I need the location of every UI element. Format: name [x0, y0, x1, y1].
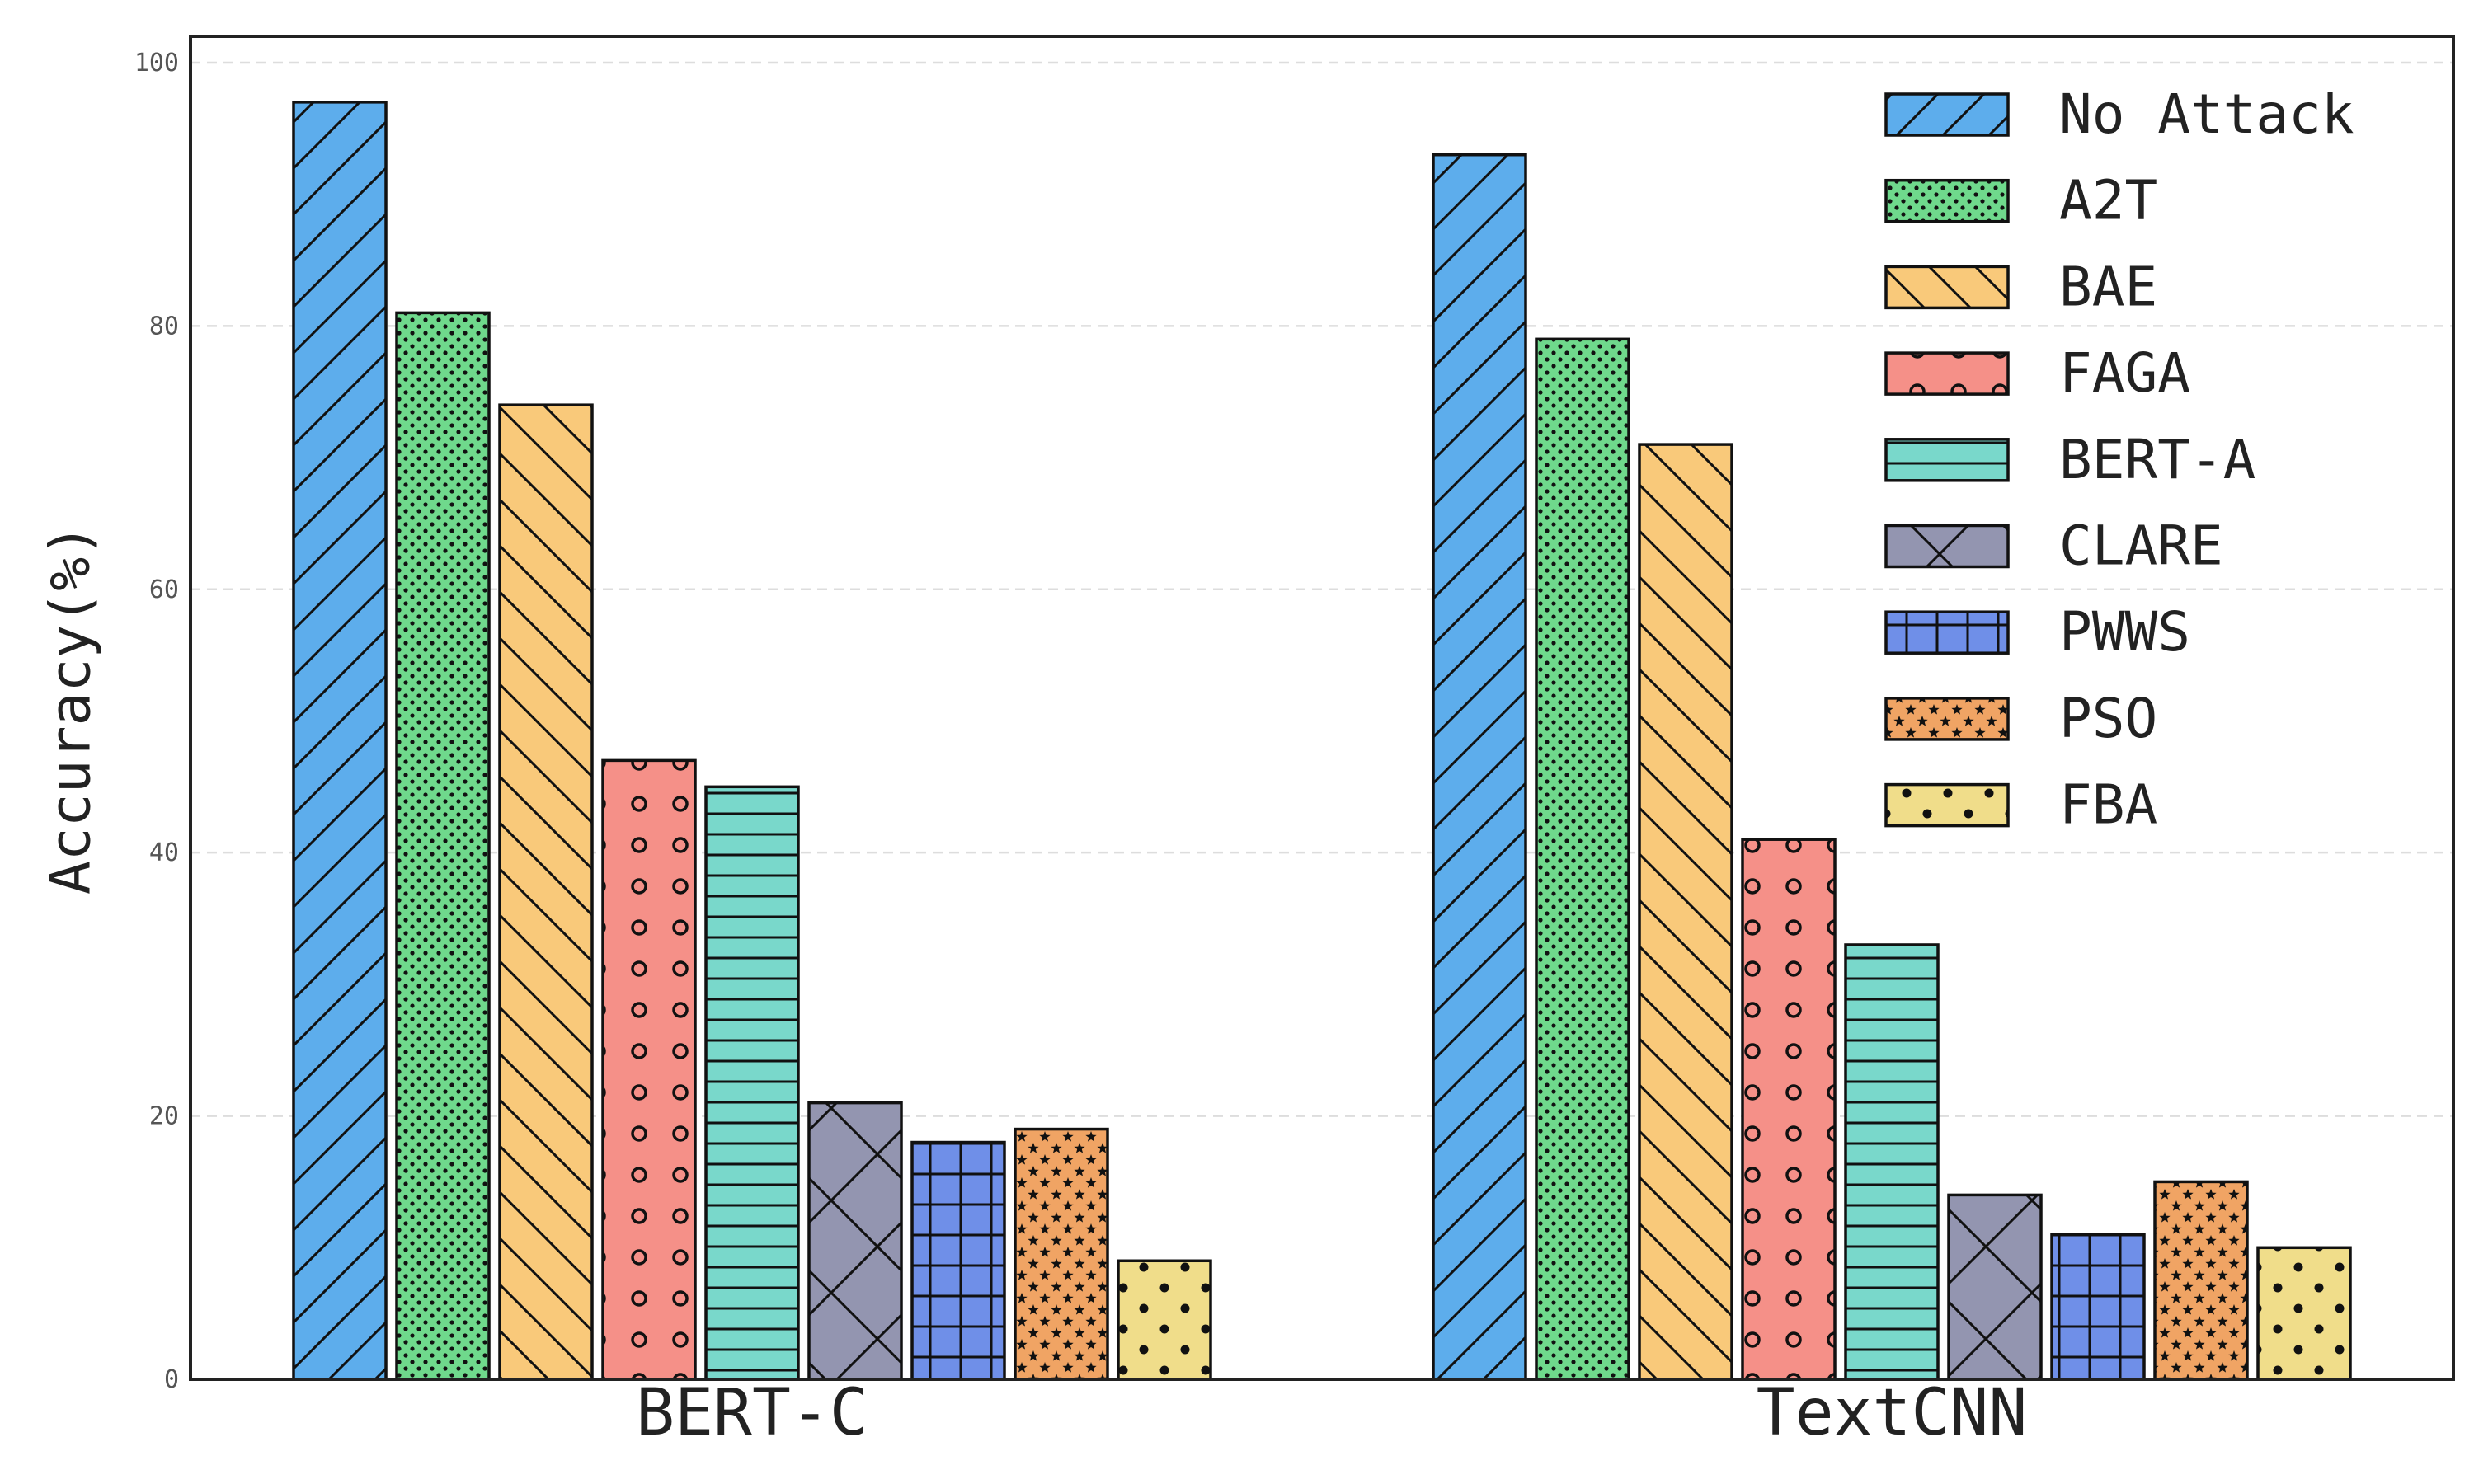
bar-clare-textcnn [1947, 1193, 2043, 1381]
bar-a2t-textcnn [1535, 337, 1630, 1381]
bar-a2t-bert-c [395, 311, 491, 1381]
y-tick-label: 100 [134, 49, 179, 77]
legend-swatch [1884, 178, 2010, 223]
y-tick-label: 60 [149, 575, 179, 604]
legend-swatch [1884, 610, 2010, 655]
legend-swatch [1884, 438, 2010, 482]
bar-pso-textcnn [2153, 1180, 2249, 1381]
y-tick-label: 0 [164, 1365, 179, 1394]
bar-pso-bert-c [1014, 1127, 1109, 1381]
y-tick-label: 80 [149, 312, 179, 340]
legend-swatch [1884, 697, 2010, 741]
legend-swatch [1884, 524, 2010, 569]
bar-pwws-textcnn [2050, 1233, 2146, 1381]
bar-bert-a-bert-c [704, 785, 800, 1381]
bar-no-attack-bert-c [292, 101, 388, 1381]
legend-label: A2T [2059, 169, 2157, 232]
legend-label: BAE [2059, 255, 2157, 318]
x-category-label: TextCNN [1757, 1376, 2028, 1450]
legend: No Attack A2T BAE FAGA BERT-A CLARE PWWS PSO FBA [1884, 82, 2354, 837]
bar-faga-bert-c [601, 758, 697, 1381]
legend-label: CLARE [2059, 514, 2223, 578]
legend-swatch [1884, 351, 2010, 396]
legend-label: PSO [2059, 687, 2157, 750]
y-axis-ticks: 0 20 40 60 80 100 [134, 49, 179, 1394]
legend-label: FBA [2059, 773, 2157, 837]
bar-clare-bert-c [807, 1101, 903, 1381]
legend-label: PWWS [2059, 600, 2190, 664]
bar-bert-a-textcnn [1844, 943, 1940, 1381]
legend-swatch [1884, 782, 2010, 828]
x-axis-categories: BERT-C TextCNN [636, 1376, 2027, 1450]
y-axis-title: Accuracy(%) [39, 524, 104, 895]
bar-fba-bert-c [1117, 1259, 1212, 1381]
legend-label: BERT-A [2059, 428, 2255, 491]
legend-label: No Attack [2059, 82, 2354, 146]
bar-pwws-bert-c [910, 1140, 1006, 1381]
legend-label: FAGA [2059, 341, 2190, 405]
legend-swatch [1884, 265, 2010, 310]
y-tick-label: 20 [149, 1102, 179, 1131]
legend-swatch [1884, 92, 2010, 137]
y-tick-label: 40 [149, 838, 179, 867]
grid-lines [190, 61, 2453, 1117]
x-category-label: BERT-C [636, 1376, 868, 1450]
bar-bae-bert-c [498, 403, 594, 1381]
bar-fba-textcnn [2256, 1246, 2352, 1381]
bars [292, 101, 2352, 1381]
bar-no-attack-textcnn [1432, 153, 1527, 1381]
plot-frame [189, 35, 2455, 1381]
bar-bae-textcnn [1638, 443, 1733, 1381]
bar-faga-textcnn [1741, 838, 1837, 1381]
